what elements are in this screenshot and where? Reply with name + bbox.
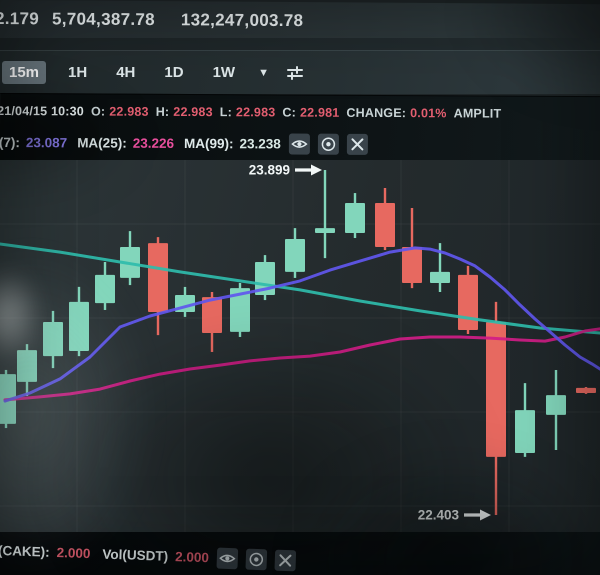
ticker-bar: 2.179 5,704,387.78 132,247,003.78	[0, 0, 600, 43]
timeframe-1w[interactable]: 1W	[212, 64, 236, 81]
timeframe-4h[interactable]: 4H	[116, 64, 136, 81]
ma25-label: MA(25):	[77, 135, 127, 151]
candle	[148, 237, 168, 336]
candle	[17, 344, 37, 397]
ma25-value: 23.226	[132, 135, 175, 151]
eye-icon[interactable]	[288, 133, 310, 155]
ticker-value-2: 5,704,387.78	[51, 9, 155, 30]
candle	[255, 255, 275, 301]
svg-text:22.403: 22.403	[418, 508, 460, 523]
candle	[120, 231, 140, 286]
svg-text:23.899: 23.899	[249, 163, 290, 178]
close-icon[interactable]	[346, 133, 368, 155]
price-annotation: 23.899	[249, 163, 322, 178]
candle	[345, 193, 365, 239]
ma-line-ma7	[3, 246, 600, 403]
timeframe-1h[interactable]: 1H	[68, 64, 88, 81]
ma-row: (7): 23.087 MA(25): 23.226 MA(99): 23.23…	[0, 127, 600, 161]
candle	[285, 228, 305, 278]
change-value: 0.01%	[410, 105, 447, 120]
open-label: O:	[90, 103, 106, 119]
ma-line-ma99	[0, 242, 600, 335]
candle	[576, 387, 596, 394]
timeframe-1d[interactable]: 1D	[164, 64, 184, 81]
target-icon[interactable]	[317, 133, 339, 155]
ma99-label: MA(99):	[183, 135, 234, 152]
high-label: H:	[155, 104, 170, 119]
close-value: 22.981	[299, 105, 340, 120]
candlestick-chart[interactable]: 23.899 22.403	[0, 160, 600, 532]
ohlc-row: 21/04/15 10:30 O: 22.983 H: 22.983 L: 22…	[0, 94, 600, 130]
candle	[486, 301, 506, 515]
vol-cake-value: 2.000	[56, 544, 91, 561]
chevron-down-icon[interactable]: ▼	[258, 66, 269, 79]
ma99-value: 23.238	[239, 136, 281, 152]
candle	[515, 383, 535, 457]
panel-divider	[0, 38, 600, 50]
candle	[458, 265, 478, 334]
vol-cake-label: (CAKE):	[0, 542, 50, 560]
volume-legend: (CAKE): 2.000 Vol(USDT) 2.000	[0, 534, 600, 575]
eye-icon[interactable]	[216, 547, 239, 569]
candle	[43, 310, 63, 369]
ma7-value: 23.087	[25, 135, 68, 151]
candle	[546, 369, 566, 450]
amplitude-label: AMPLIT	[453, 105, 502, 121]
high-value: 22.983	[173, 104, 213, 119]
ticker-value-3: 132,247,003.78	[180, 10, 304, 31]
ticker-value-1: 2.179	[0, 8, 40, 29]
timeframe-15m[interactable]: 15m	[2, 61, 47, 84]
target-icon[interactable]	[245, 548, 268, 570]
vol-usdt-value: 2.000	[174, 548, 210, 565]
candles-layer	[0, 170, 596, 515]
close-icon[interactable]	[274, 549, 297, 571]
candle	[375, 187, 395, 251]
candle	[175, 286, 195, 317]
low-value: 22.983	[235, 104, 276, 119]
ma-line-ma25	[3, 327, 600, 402]
ma7-label: (7):	[0, 134, 20, 151]
chart-canvas[interactable]: 23.899 22.403	[0, 160, 600, 532]
sliders-icon[interactable]	[285, 63, 305, 83]
low-label: L:	[219, 104, 232, 119]
volume-bar: (CAKE): 2.000 Vol(USDT) 2.000	[0, 532, 600, 575]
candle	[230, 283, 250, 337]
change-label: CHANGE:	[346, 105, 407, 120]
open-value: 22.983	[109, 104, 149, 119]
close-label: C:	[282, 104, 297, 120]
price-annotation: 22.403	[418, 508, 491, 523]
vol-usdt-label: Vol(USDT)	[102, 546, 169, 564]
timeframe-toolbar: 15m 1H 4H 1D 1W ▼	[0, 50, 600, 94]
grid-layer	[0, 160, 600, 532]
candle	[315, 170, 335, 259]
candle-datetime: 21/04/15 10:30	[0, 103, 85, 118]
chart-info-panel: 21/04/15 10:30 O: 22.983 H: 22.983 L: 22…	[0, 93, 600, 165]
candle	[69, 286, 89, 357]
candle	[95, 262, 115, 310]
